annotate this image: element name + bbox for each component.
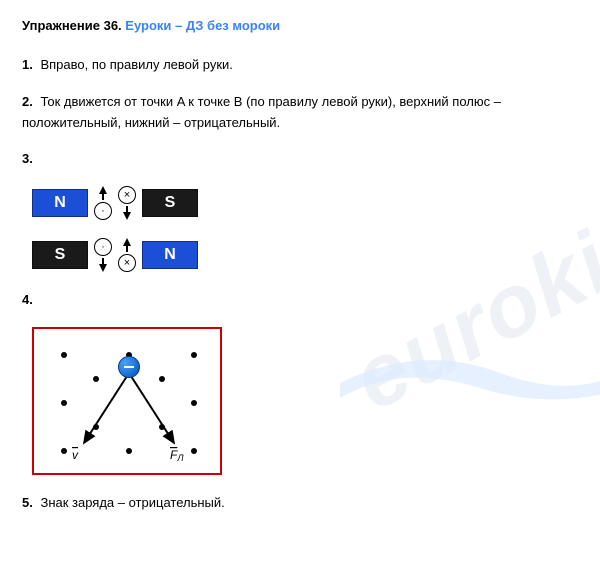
- diagram-3: N · × S S · × N: [32, 186, 578, 272]
- field-dot: [159, 424, 165, 430]
- field-dot: [191, 448, 197, 454]
- magnet-row-2: S · × N: [32, 238, 578, 272]
- magnet-left-2: S: [32, 241, 88, 269]
- magnet-row-1: N · × S: [32, 186, 578, 220]
- answer-2: 2. Ток движется от точки A к точке B (по…: [22, 92, 578, 134]
- magnet-right-2: N: [142, 241, 198, 269]
- header: Упражнение 36. Еуроки – ДЗ без мороки: [22, 18, 578, 33]
- exercise-number: Упражнение 36.: [22, 18, 122, 33]
- field-dot: [93, 376, 99, 382]
- watermark-wave-icon: [340, 343, 600, 403]
- magnet-right-1: S: [142, 189, 198, 217]
- arrow-up-icon: [98, 186, 108, 200]
- answer-3: 3.: [22, 149, 578, 170]
- field-dot: [61, 448, 67, 454]
- answer-5-text: Знак заряда – отрицательный.: [40, 495, 224, 510]
- magnet-left-1: N: [32, 189, 88, 217]
- field-dot: [61, 352, 67, 358]
- arrow-down-icon-2: [98, 258, 108, 272]
- field-dot: [61, 400, 67, 406]
- answer-1-text: Вправо, по правилу левой руки.: [40, 57, 232, 72]
- field-dot: [191, 352, 197, 358]
- vector-f-label: FЛ: [170, 448, 184, 463]
- vector-v-label: v: [72, 448, 79, 462]
- field-out-symbol-1: ·: [94, 202, 112, 220]
- answer-5-num: 5.: [22, 495, 33, 510]
- answer-4: 4.: [22, 290, 578, 311]
- arrow-down-icon: [122, 206, 132, 220]
- charged-particle: [118, 356, 140, 378]
- answer-5: 5. Знак заряда – отрицательный.: [22, 493, 578, 514]
- answer-3-num: 3.: [22, 151, 33, 166]
- answer-2-num: 2.: [22, 94, 33, 109]
- field-in-symbol-2: ×: [118, 254, 136, 272]
- diagram-4: v FЛ: [32, 327, 222, 475]
- answer-2-text: Ток движется от точки A к точке B (по пр…: [22, 94, 501, 130]
- answer-1-num: 1.: [22, 57, 33, 72]
- field-dot: [191, 400, 197, 406]
- field-dot: [93, 424, 99, 430]
- answer-4-num: 4.: [22, 292, 33, 307]
- answer-1: 1. Вправо, по правилу левой руки.: [22, 55, 578, 76]
- arrow-col-2: ×: [118, 186, 136, 220]
- field-dot: [126, 448, 132, 454]
- field-out-symbol-2: ·: [94, 238, 112, 256]
- field-dot: [159, 376, 165, 382]
- brand-text: Еуроки – ДЗ без мороки: [125, 18, 280, 33]
- field-in-symbol-1: ×: [118, 186, 136, 204]
- arrow-up-icon-2: [122, 238, 132, 252]
- arrow-col-3: ·: [94, 238, 112, 272]
- arrow-col-4: ×: [118, 238, 136, 272]
- arrow-col-1: ·: [94, 186, 112, 220]
